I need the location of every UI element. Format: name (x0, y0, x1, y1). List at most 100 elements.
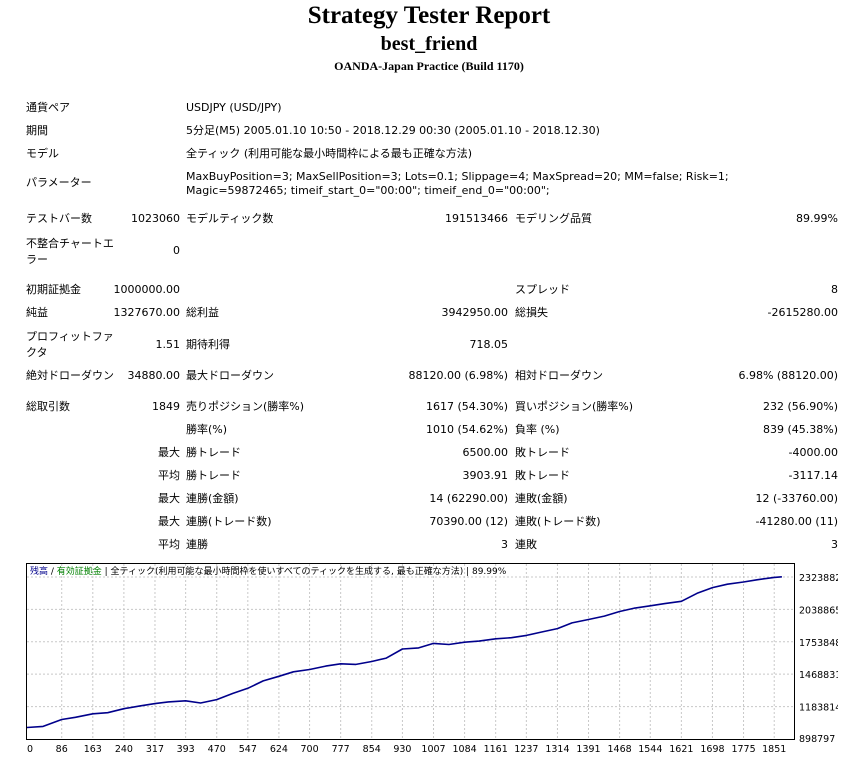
consecutive-wins-value: 14 (62290.00) (429, 492, 508, 505)
x-tick-label: 930 (393, 744, 411, 753)
largest-prefix: 最大 (158, 446, 180, 459)
legend-separator: / (48, 567, 57, 577)
y-tick-label: 1468831 (799, 670, 838, 681)
mismatch-label: 不整合チャートエラー (26, 237, 114, 266)
bars-label: テストバー数 (26, 212, 92, 225)
x-tick-label: 0 (27, 744, 33, 753)
maximal-drawdown-label: 最大ドローダウン (186, 369, 274, 382)
long-positions-label: 買いポジション(勝率%) (515, 400, 634, 413)
chart-legend: 残高 / 有効証拠金 | 全ティック(利用可能な最小時間枠を使いすべてのティック… (30, 565, 507, 577)
symbol-label: 通貨ペア (26, 101, 70, 114)
x-tick-label: 1544 (638, 744, 662, 753)
x-tick-label: 854 (363, 744, 381, 753)
legend-model: | 全ティック(利用可能な最小時間枠を使いすべてのティックを生成する, 最も正確… (102, 565, 507, 577)
long-positions-value: 232 (56.90%) (762, 400, 838, 413)
largest-profit-value: 6500.00 (462, 446, 509, 459)
consecutive-wins-label: 連勝(金額) (186, 492, 239, 505)
average-loss-value: -3117.14 (788, 469, 838, 482)
x-tick-label: 624 (270, 744, 288, 753)
average-prefix: 平均 (158, 469, 180, 482)
y-tick-label: 898797 (799, 734, 835, 745)
parameters-value: MaxBuyPosition=3; MaxSellPosition=3; Lot… (186, 170, 729, 197)
x-tick-label: 317 (146, 744, 164, 753)
x-tick-label: 163 (84, 744, 102, 753)
deposit-label: 初期証拠金 (26, 283, 81, 296)
gross-profit-value: 3942950.00 (441, 306, 508, 319)
deposit-value: 1000000.00 (113, 283, 180, 296)
expected-payoff-label: 期待利得 (186, 338, 230, 351)
x-tick-label: 1698 (700, 744, 724, 753)
consecutive-profit-value: 70390.00 (12) (429, 515, 508, 528)
absolute-drawdown-label: 絶対ドローダウン (26, 369, 114, 382)
consecutive-loss-value: -41280.00 (11) (755, 515, 838, 528)
absolute-drawdown-value: 34880.00 (127, 369, 181, 382)
x-tick-label: 700 (301, 744, 319, 753)
consecutive-losses-value: 12 (-33760.00) (755, 492, 838, 505)
report-title: Strategy Tester Report (307, 2, 551, 29)
largest-profit-label: 勝トレード (186, 446, 241, 459)
avg-consecutive-wins-label: 連勝 (186, 538, 208, 551)
avg-consecutive-losses-label: 連敗 (515, 538, 537, 551)
balance-chart-svg: 0 86 163 240 317 393 470 547 624 700 777 854 930 1007… (26, 563, 838, 753)
relative-drawdown-value: 6.98% (88120.00) (738, 369, 838, 382)
net-profit-value: 1327670.00 (113, 306, 180, 319)
period-value: 5分足(M5) 2005.01.10 10:50 - 2018.12.29 00… (186, 124, 600, 137)
mismatch-value: 0 (173, 244, 180, 257)
x-tick-label: 240 (115, 744, 133, 753)
gross-loss-value: -2615280.00 (767, 306, 838, 319)
x-tick-label: 1775 (731, 744, 755, 753)
x-tick-label: 86 (56, 744, 68, 753)
x-tick-label: 1084 (452, 744, 476, 753)
ticks-value: 191513466 (445, 212, 508, 225)
bars-value: 1023060 (131, 212, 180, 225)
consecutive-losses-label: 連敗(金額) (515, 492, 568, 505)
max-consecutive-count-prefix: 最大 (158, 515, 180, 528)
gross-loss-label: 総損失 (515, 306, 548, 319)
consecutive-profit-label: 連勝(トレード数) (186, 515, 272, 528)
x-tick-label: 1237 (514, 744, 538, 753)
loss-trades-label: 負率 (%) (515, 423, 560, 436)
consecutive-loss-label: 連敗(トレード数) (515, 515, 601, 528)
balance-line (26, 576, 782, 729)
gross-profit-label: 総利益 (186, 306, 219, 319)
x-tick-label: 1468 (608, 744, 632, 753)
profit-trades-value: 1010 (54.62%) (425, 423, 508, 436)
legend-equity: 有効証拠金 (57, 565, 102, 577)
average-loss-label: 敗トレード (515, 469, 570, 482)
x-tick-label: 1161 (484, 744, 508, 753)
avg-consecutive-losses-value: 3 (831, 538, 838, 551)
spread-value: 8 (831, 283, 838, 296)
maximal-drawdown-value: 88120.00 (6.98%) (408, 369, 508, 382)
avg-consecutive-wins-value: 3 (501, 538, 508, 551)
total-trades-value: 1849 (152, 400, 180, 413)
average-consecutive-prefix: 平均 (158, 538, 180, 551)
x-tick-label: 470 (208, 744, 226, 753)
x-tick-label: 393 (177, 744, 195, 753)
x-tick-label: 1314 (545, 744, 569, 753)
profit-factor-label: プロフィットファクタ (26, 330, 114, 359)
y-tick-label: 2323882 (799, 573, 838, 584)
model-label: モデル (26, 147, 59, 160)
x-tick-label: 1007 (421, 744, 445, 753)
average-profit-value: 3903.91 (462, 469, 509, 482)
model-value: 全ティック (利用可能な最小時間枠による最も正確な方法) (186, 147, 473, 160)
y-tick-label: 1753848 (799, 638, 838, 649)
short-positions-label: 売りポジション(勝率%) (186, 400, 305, 413)
x-tick-label: 1621 (669, 744, 693, 753)
largest-loss-value: -4000.00 (788, 446, 838, 459)
net-profit-label: 純益 (26, 306, 48, 319)
chart-frame (26, 563, 795, 740)
x-tick-label: 1851 (762, 744, 786, 753)
expert-name: best_friend (380, 33, 478, 55)
profit-factor-value: 1.51 (155, 338, 181, 351)
max-consecutive-prefix: 最大 (158, 492, 180, 505)
balance-chart: 0 86 163 240 317 393 470 547 624 700 777 854 930 1007… (26, 563, 838, 753)
largest-loss-label: 敗トレード (515, 446, 570, 459)
short-positions-value: 1617 (54.30%) (425, 400, 508, 413)
x-tick-label: 777 (332, 744, 350, 753)
y-tick-label: 2038865 (799, 605, 838, 616)
quality-label: モデリング品質 (515, 212, 592, 225)
parameters-label: パラメーター (26, 176, 92, 189)
legend-balance: 残高 (30, 565, 48, 577)
loss-trades-value: 839 (45.38%) (762, 423, 838, 436)
